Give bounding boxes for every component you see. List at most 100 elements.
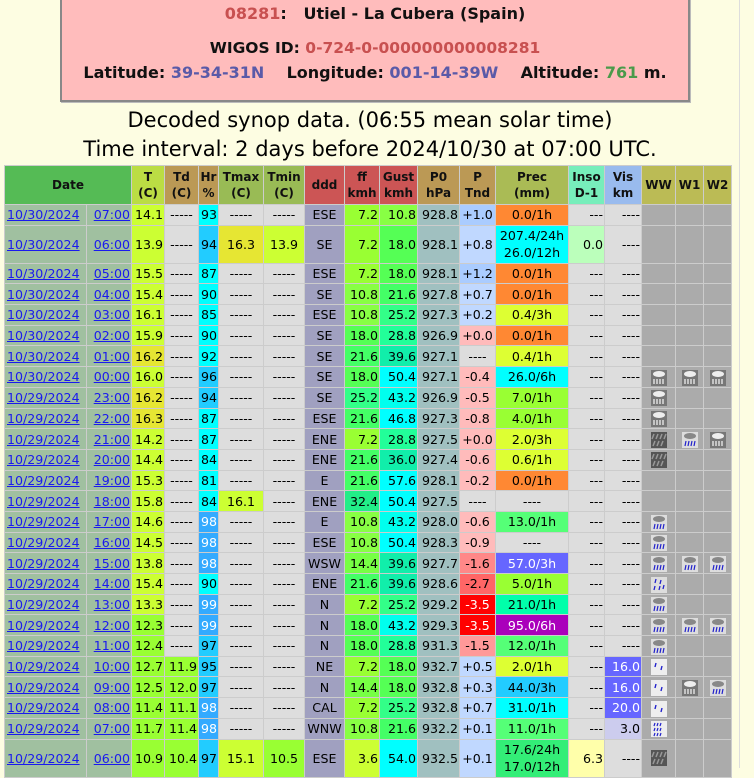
pressure-cell: 927.3 [417,304,460,326]
date-link[interactable]: 10/29/2024 [7,390,80,406]
dewpoint-cell: ----- [164,283,199,306]
dewpoint-cell: 12.0 [164,676,199,699]
date-link[interactable]: 10/29/2024 [7,617,80,633]
table-row: 10/29/2024 13:00 13.3 ----- 99 ----- ----- N 7.2… [4,593,732,616]
ww-cell [641,531,676,554]
pressure-cell: 926.9 [417,324,460,347]
temp-cell: 16.0 [131,366,165,388]
time-link[interactable]: 07:00 [93,721,130,737]
time-cell: 03:00 [86,304,132,326]
pressure-cell: 927.5 [417,490,460,512]
time-link[interactable]: 05:00 [93,266,130,282]
time-link[interactable]: 18:00 [93,493,130,509]
station-name-line: 08281: Utiel - La Cubera (Spain) [224,4,526,23]
rain-icon [650,638,667,655]
time-link[interactable]: 22:00 [93,410,130,426]
header-label: T [143,170,153,184]
gust-cell: 43.2 [379,510,418,533]
header-unit: % [202,186,215,200]
precip-value: ---- [522,493,542,509]
date-link[interactable]: 10/29/2024 [7,721,80,737]
dewpoint-cell: ----- [164,635,199,657]
insolation-cell: --- [568,717,605,740]
wind-direction-cell: WNW [304,717,345,740]
dewpoint-cell: 11.4 [164,717,199,740]
time-link[interactable]: 21:00 [93,431,130,447]
precip-value: 0.0/1h [511,286,553,302]
header-unit: Tnd [464,186,491,200]
time-link[interactable]: 06:00 [93,750,130,766]
visibility-cell: ---- [604,304,642,326]
time-link[interactable]: 06:00 [93,236,130,252]
time-link[interactable]: 10:00 [93,659,130,675]
rain-icon [681,431,698,448]
time-link[interactable]: 20:00 [93,452,130,468]
precipitation-cell: 0.0/1h [495,283,569,306]
pressure-cell: 927.3 [417,407,460,430]
date-link[interactable]: 10/30/2024 [7,369,80,385]
time-link[interactable]: 07:00 [93,207,130,223]
time-link[interactable]: 09:00 [93,679,130,695]
date-link[interactable]: 10/30/2024 [7,207,80,223]
time-link[interactable]: 17:00 [93,514,130,530]
date-link[interactable]: 10/29/2024 [7,431,80,447]
date-link[interactable]: 10/29/2024 [7,576,80,592]
time-link[interactable]: 14:00 [93,576,130,592]
pressure-cell: 932.5 [417,738,460,778]
pressure-cell: 927.5 [417,428,460,450]
date-link[interactable]: 10/29/2024 [7,514,80,530]
date-link[interactable]: 10/30/2024 [7,307,80,323]
time-link[interactable]: 12:00 [93,617,130,633]
humidity-cell: 84 [198,448,219,471]
time-link[interactable]: 13:00 [93,597,130,613]
date-link[interactable]: 10/29/2024 [7,472,80,488]
date-link[interactable]: 10/29/2024 [7,659,80,675]
time-link[interactable]: 11:00 [93,638,130,654]
wind-direction-cell: N [304,635,345,657]
humidity-cell: 87 [198,428,219,450]
date-link[interactable]: 10/29/2024 [7,638,80,654]
time-link[interactable]: 16:00 [93,534,130,550]
ww-cell [641,324,676,347]
date-link[interactable]: 10/30/2024 [7,348,80,364]
time-link[interactable]: 04:00 [93,286,130,302]
wind-speed-cell: 7.2 [344,428,380,450]
time-link[interactable]: 19:00 [93,472,130,488]
date-link[interactable]: 10/29/2024 [7,452,80,468]
date-link[interactable]: 10/30/2024 [7,328,80,344]
date-link[interactable]: 10/30/2024 [7,286,80,302]
header-label: P0 [429,170,448,184]
date-link[interactable]: 10/29/2024 [7,750,80,766]
date-link[interactable]: 10/29/2024 [7,679,80,695]
time-link[interactable]: 02:00 [93,328,130,344]
date-link[interactable]: 10/29/2024 [7,410,80,426]
tmin-cell: 10.5 [263,738,305,778]
date-link[interactable]: 10/29/2024 [7,534,80,550]
date-link[interactable]: 10/30/2024 [7,236,80,252]
time-cell: 17:00 [86,510,132,533]
time-cell: 23:00 [86,386,132,409]
date-link[interactable]: 10/29/2024 [7,597,80,613]
precipitation-cell: 0.0/1h [495,262,569,285]
time-link[interactable]: 01:00 [93,348,130,364]
time-link[interactable]: 03:00 [93,307,130,323]
wind-speed-cell: 18.0 [344,614,380,637]
time-link[interactable]: 23:00 [93,390,130,406]
time-link[interactable]: 08:00 [93,700,130,716]
pressure-tendency-cell: +1.0 [459,204,496,226]
longitude-label: Longitude: [286,63,384,82]
tmax-cell: ----- [218,324,264,347]
tmin-cell: ----- [263,614,305,637]
insolation-cell: --- [568,262,605,285]
date-link[interactable]: 10/29/2024 [7,700,80,716]
wind-speed-cell: 18.0 [344,324,380,347]
date-link[interactable]: 10/29/2024 [7,493,80,509]
date-link[interactable]: 10/29/2024 [7,555,80,571]
time-link[interactable]: 00:00 [93,369,130,385]
visibility-cell: ---- [604,283,642,306]
time-link[interactable]: 15:00 [93,555,130,571]
insolation-cell: --- [568,490,605,512]
header-p: P Tnd [459,165,496,205]
date-link[interactable]: 10/30/2024 [7,266,80,282]
w1-cell [675,490,704,512]
